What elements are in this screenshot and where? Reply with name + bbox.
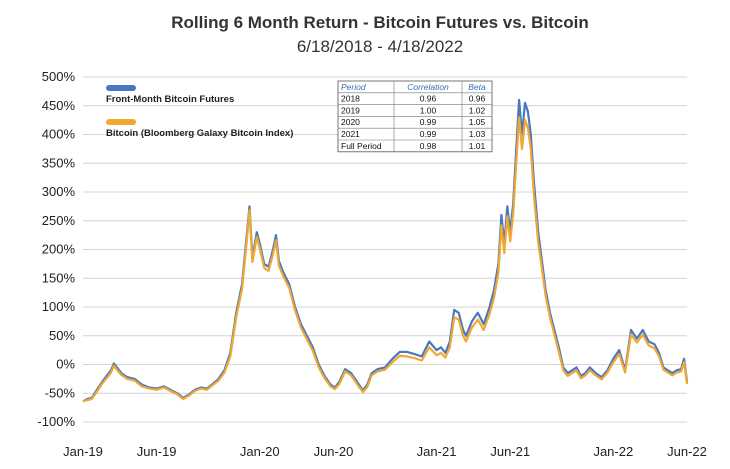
y-tick-label: 250% bbox=[42, 213, 76, 228]
x-tick-label: Jan-20 bbox=[240, 444, 280, 459]
table-cell: 2019 bbox=[341, 105, 360, 115]
y-tick-label: 350% bbox=[42, 155, 76, 170]
table-cell: 0.96 bbox=[469, 94, 486, 104]
legend-swatch-2 bbox=[106, 119, 136, 125]
x-tick-label: Jun-22 bbox=[667, 444, 707, 459]
legend: Front-Month Bitcoin Futures Bitcoin (Bloo… bbox=[106, 85, 293, 139]
y-tick-label: -50% bbox=[45, 385, 76, 400]
series-line-2 bbox=[82, 116, 689, 403]
x-tick-label: Jun-20 bbox=[314, 444, 354, 459]
y-axis-ticks: -100% -50% 0% 50% 100% 150% 200% 250% 300% 350% 40… bbox=[37, 69, 75, 429]
table-cell: 0.99 bbox=[420, 129, 437, 139]
x-tick-label: Jan-19 bbox=[63, 444, 103, 459]
series-lines bbox=[82, 98, 689, 403]
table-cell: 1.03 bbox=[469, 129, 486, 139]
x-axis-ticks: Jan-19 Jun-19 Jan-20 Jun-20 Jan-21 Jun-21 Jan-… bbox=[63, 444, 707, 459]
y-tick-label: 500% bbox=[42, 69, 76, 84]
y-tick-label: 0% bbox=[56, 357, 75, 372]
table-header-cell: Beta bbox=[468, 82, 486, 92]
stats-table: Period Correlation Beta 2018 0.96 0.96 2019 1.0… bbox=[337, 80, 493, 153]
table-cell: 1.00 bbox=[420, 105, 437, 115]
y-tick-label: 100% bbox=[42, 299, 76, 314]
table-cell: 0.98 bbox=[420, 141, 437, 151]
y-tick-label: -100% bbox=[37, 414, 75, 429]
table-cell: 2020 bbox=[341, 117, 360, 127]
table-cell: 2021 bbox=[341, 129, 360, 139]
y-tick-label: 400% bbox=[42, 127, 76, 142]
y-tick-label: 200% bbox=[42, 242, 76, 257]
table-cell: 1.05 bbox=[469, 117, 486, 127]
legend-label-1: Front-Month Bitcoin Futures bbox=[106, 94, 234, 105]
x-tick-label: Jan-22 bbox=[593, 444, 633, 459]
table-cell: 0.99 bbox=[420, 117, 437, 127]
grid bbox=[83, 76, 687, 423]
y-tick-label: 450% bbox=[42, 98, 76, 113]
legend-label-2: Bitcoin (Bloomberg Galaxy Bitcoin Index) bbox=[106, 128, 293, 139]
y-tick-label: 150% bbox=[42, 270, 76, 285]
x-tick-label: Jun-19 bbox=[137, 444, 177, 459]
y-tick-label: 50% bbox=[49, 328, 75, 343]
table-cell: 1.01 bbox=[469, 141, 486, 151]
table-cell: Full Period bbox=[341, 141, 382, 151]
table-cell: 1.02 bbox=[469, 105, 486, 115]
table-header-cell: Correlation bbox=[407, 82, 449, 92]
legend-swatch-1 bbox=[106, 85, 136, 91]
table-cell: 2018 bbox=[341, 94, 360, 104]
chart-title: Rolling 6 Month Return - Bitcoin Futures… bbox=[171, 13, 588, 32]
y-tick-label: 300% bbox=[42, 184, 76, 199]
x-tick-label: Jan-21 bbox=[417, 444, 457, 459]
chart-subtitle: 6/18/2018 - 4/18/2022 bbox=[297, 37, 463, 56]
table-header-cell: Period bbox=[341, 82, 366, 92]
table-cell: 0.96 bbox=[420, 94, 437, 104]
x-tick-label: Jun-21 bbox=[490, 444, 530, 459]
